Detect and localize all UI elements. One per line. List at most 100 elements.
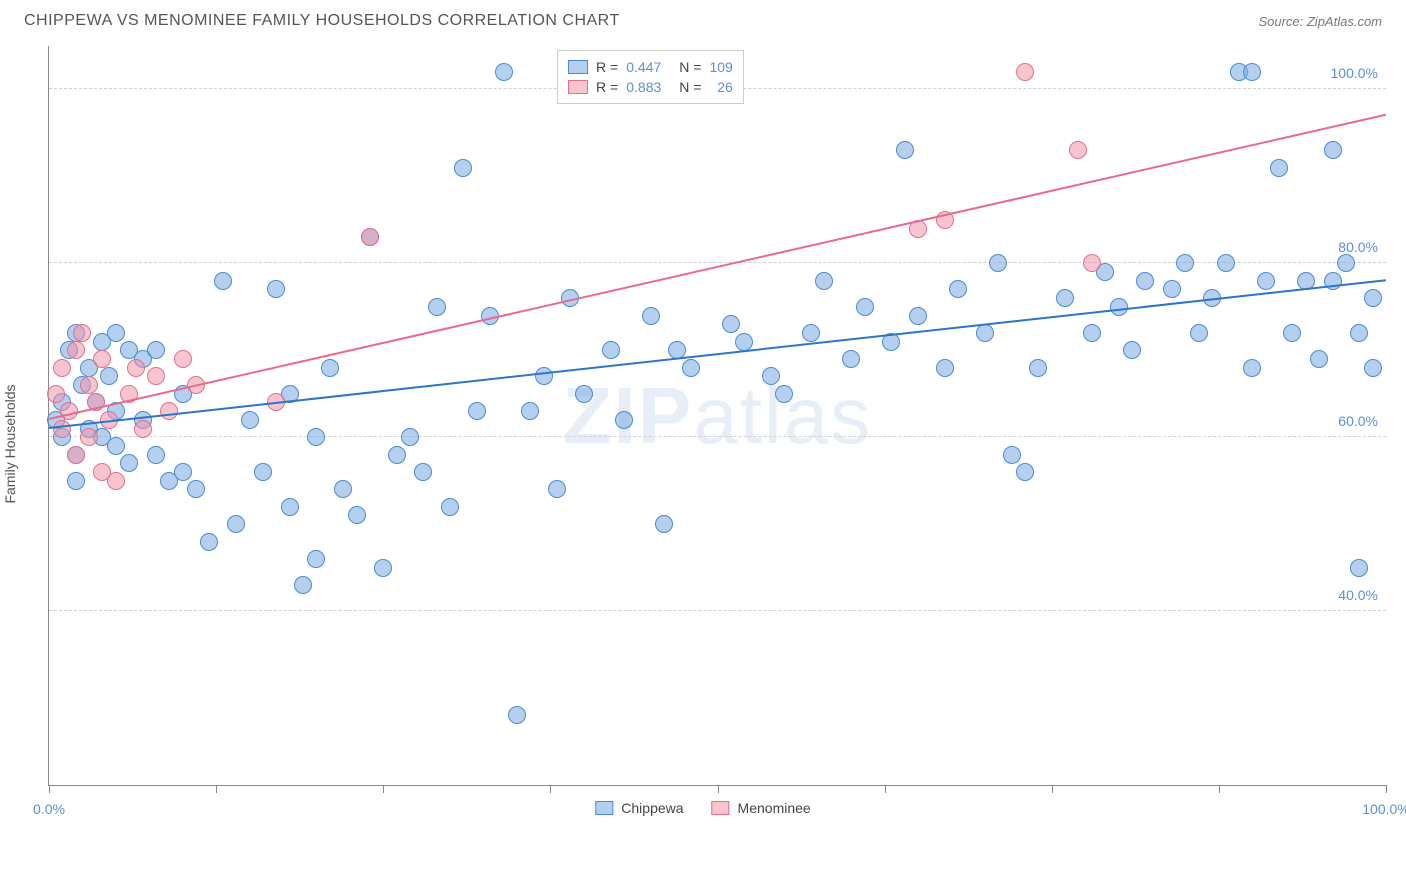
scatter-point-series1 [334,480,352,498]
scatter-point-series2 [80,376,98,394]
scatter-point-series1 [147,341,165,359]
scatter-point-series1 [120,454,138,472]
scatter-point-series1 [100,367,118,385]
scatter-point-series1 [1324,141,1342,159]
y-tick-label: 80.0% [1338,239,1378,255]
x-tick-label: 0.0% [33,801,65,817]
scatter-point-series1 [1110,298,1128,316]
scatter-point-series1 [1243,359,1261,377]
scatter-point-series1 [1029,359,1047,377]
scatter-point-series1 [107,437,125,455]
scatter-point-series1 [214,272,232,290]
x-tick [1386,785,1387,793]
scatter-point-series1 [200,533,218,551]
bottom-legend: Chippewa Menominee [595,798,810,818]
x-tick [1219,785,1220,793]
legend-swatch [568,80,588,94]
n-label: N = [679,79,701,95]
scatter-point-series1 [468,402,486,420]
scatter-point-series1 [735,333,753,351]
scatter-point-series1 [575,385,593,403]
n-value: 26 [709,79,732,95]
scatter-point-series1 [602,341,620,359]
scatter-point-series1 [454,159,472,177]
scatter-point-series1 [1350,559,1368,577]
stats-legend: R =0.447N =109R =0.883N = 26 [557,50,744,104]
scatter-point-series1 [267,280,285,298]
x-tick-label: 100.0% [1362,801,1406,817]
scatter-point-series1 [1257,272,1275,290]
x-tick [216,785,217,793]
scatter-point-series2 [67,446,85,464]
scatter-point-series2 [47,385,65,403]
r-label: R = [596,79,618,95]
scatter-point-series1 [909,307,927,325]
scatter-point-series1 [495,63,513,81]
scatter-point-series2 [134,420,152,438]
scatter-point-series1 [936,359,954,377]
scatter-point-series2 [1083,254,1101,272]
scatter-point-series1 [321,359,339,377]
chart-container: Family Households ZIPatlas 40.0% 60.0% 80.… [0,38,1406,850]
scatter-point-series1 [1337,254,1355,272]
y-tick-label: 40.0% [1338,587,1378,603]
stats-legend-row: R =0.447N =109 [568,57,733,77]
stats-legend-row: R = 0.883 N = 26 [568,77,733,97]
scatter-point-series2 [80,428,98,446]
scatter-point-series2 [174,350,192,368]
scatter-point-series1 [1190,324,1208,342]
y-tick-label: 60.0% [1338,413,1378,429]
scatter-point-series1 [187,480,205,498]
scatter-point-series1 [775,385,793,403]
x-tick [1052,785,1053,793]
scatter-point-series1 [388,446,406,464]
scatter-point-series2 [127,359,145,377]
watermark: ZIPatlas [563,370,872,462]
y-axis-label: Family Households [2,384,18,503]
x-tick [885,785,886,793]
scatter-point-series2 [53,420,71,438]
scatter-point-series1 [535,367,553,385]
scatter-point-series1 [655,515,673,533]
scatter-point-series1 [414,463,432,481]
gridline [49,436,1386,437]
r-value: 0.883 [626,79,661,95]
scatter-point-series2 [107,472,125,490]
scatter-point-series1 [294,576,312,594]
x-tick [49,785,50,793]
scatter-point-series2 [361,228,379,246]
scatter-point-series1 [1003,446,1021,464]
x-tick [383,785,384,793]
scatter-point-series1 [521,402,539,420]
scatter-point-series1 [1350,324,1368,342]
regression-line-series1 [49,279,1386,429]
source-attribution: Source: ZipAtlas.com [1258,14,1382,29]
scatter-point-series1 [1136,272,1154,290]
scatter-point-series1 [1016,463,1034,481]
scatter-point-series1 [615,411,633,429]
scatter-point-series1 [722,315,740,333]
legend-swatch [595,801,613,815]
scatter-point-series1 [281,498,299,516]
y-tick-label: 100.0% [1331,65,1378,81]
scatter-point-series1 [856,298,874,316]
scatter-point-series1 [1364,359,1382,377]
r-label: R = [596,59,618,75]
scatter-point-series1 [1217,254,1235,272]
scatter-point-series1 [441,498,459,516]
scatter-point-series2 [147,367,165,385]
scatter-point-series1 [508,706,526,724]
scatter-point-series1 [67,472,85,490]
scatter-point-series1 [401,428,419,446]
scatter-point-series1 [1283,324,1301,342]
scatter-point-series1 [1163,280,1181,298]
scatter-point-series1 [107,324,125,342]
scatter-point-series1 [428,298,446,316]
legend-item-series1: Chippewa [595,798,683,818]
scatter-point-series1 [307,550,325,568]
scatter-point-series1 [374,559,392,577]
x-tick [718,785,719,793]
scatter-point-series1 [1176,254,1194,272]
scatter-point-series1 [1270,159,1288,177]
scatter-point-series1 [348,506,366,524]
